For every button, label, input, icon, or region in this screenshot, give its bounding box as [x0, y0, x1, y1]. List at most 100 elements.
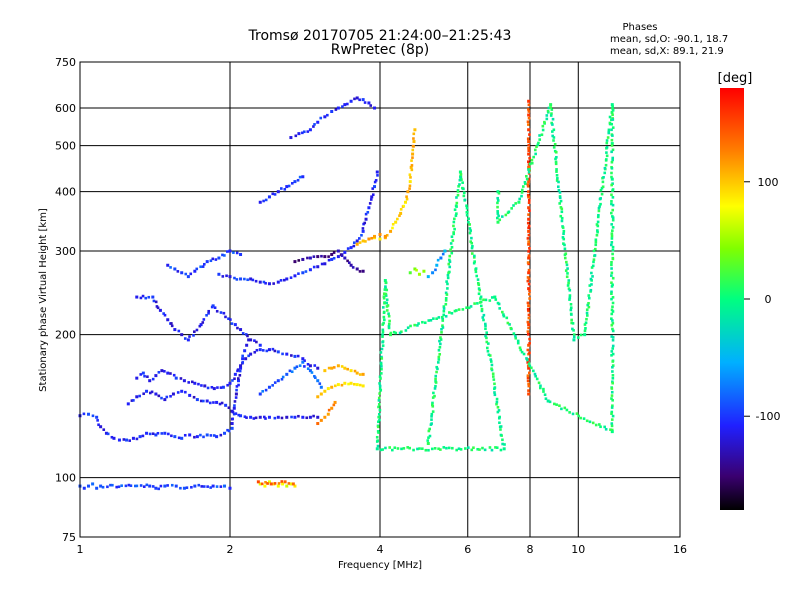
data-point: [313, 123, 316, 126]
data-point: [563, 256, 567, 260]
data-point: [312, 255, 316, 258]
data-point: [611, 229, 614, 232]
data-point: [435, 317, 438, 320]
data-point: [526, 137, 530, 141]
data-point: [555, 174, 559, 177]
data-point: [566, 267, 569, 270]
data-point: [461, 308, 465, 311]
data-point: [455, 212, 458, 215]
data-point: [610, 128, 613, 132]
data-point: [348, 261, 351, 264]
data-point: [528, 167, 531, 171]
data-point: [528, 247, 531, 250]
data-point: [608, 121, 612, 125]
data-point: [527, 352, 530, 356]
data-point: [376, 174, 379, 177]
data-point: [527, 384, 531, 388]
data-point: [610, 167, 614, 170]
data-point: [408, 271, 412, 275]
data-point: [312, 414, 315, 418]
data-point: [208, 401, 212, 405]
data-point: [343, 103, 347, 107]
data-point: [448, 260, 452, 263]
data-point: [596, 215, 600, 219]
data-point: [611, 296, 615, 299]
data-point: [383, 318, 386, 322]
data-point: [195, 398, 199, 402]
data-point: [110, 435, 114, 439]
data-point: [254, 279, 258, 283]
data-points: [78, 96, 615, 491]
data-point: [479, 297, 482, 300]
data-point: [148, 379, 152, 383]
data-point: [473, 254, 476, 258]
data-point: [527, 262, 530, 266]
data-point: [188, 335, 191, 338]
data-point: [566, 272, 569, 275]
data-point: [527, 217, 531, 221]
data-point: [553, 142, 557, 146]
data-point: [361, 229, 365, 233]
data-point: [99, 484, 103, 488]
data-point: [166, 318, 170, 322]
data-point: [391, 222, 395, 226]
data-point: [514, 202, 517, 205]
data-point: [308, 415, 312, 419]
data-point: [610, 335, 614, 338]
data-point: [487, 342, 490, 345]
data-point: [543, 120, 546, 124]
data-point: [316, 395, 320, 399]
data-point: [451, 239, 455, 242]
data-point: [527, 99, 531, 103]
data-point: [527, 326, 530, 330]
data-point: [484, 324, 487, 328]
trace: [126, 389, 320, 420]
data-point: [465, 306, 468, 310]
data-point: [583, 333, 587, 337]
data-point: [436, 258, 440, 262]
data-point: [611, 301, 615, 305]
trace: [293, 249, 365, 273]
data-point: [381, 340, 384, 344]
data-point: [378, 384, 382, 388]
data-point: [482, 298, 485, 302]
trace: [135, 294, 262, 347]
data-point: [434, 268, 437, 272]
data-point: [451, 446, 454, 450]
data-point: [166, 484, 169, 487]
data-point: [219, 311, 223, 314]
data-point: [297, 259, 301, 262]
data-point: [393, 446, 397, 450]
data-point: [558, 196, 562, 200]
data-point: [538, 138, 542, 141]
data-point: [527, 242, 531, 246]
x-axis-ticks: 1 2 4 6 8 10 16: [77, 543, 688, 556]
data-point: [601, 180, 605, 184]
data-point: [215, 435, 219, 439]
data-point: [527, 282, 531, 286]
data-point: [611, 310, 615, 313]
data-point: [193, 330, 196, 334]
data-point: [528, 337, 531, 341]
data-point: [301, 357, 305, 361]
data-point: [375, 435, 379, 439]
data-point: [491, 372, 495, 376]
data-point: [363, 101, 367, 104]
colorbar-tick-label: -100: [756, 410, 781, 423]
data-point: [527, 343, 531, 347]
data-point: [478, 301, 482, 304]
data-point: [584, 327, 587, 330]
data-point: [444, 297, 448, 300]
data-point: [156, 306, 160, 310]
data-point: [496, 196, 499, 200]
data-point: [572, 338, 576, 342]
y-tick-label: 200: [55, 329, 76, 342]
data-point: [448, 254, 452, 258]
data-point: [352, 244, 356, 248]
data-point: [611, 118, 615, 121]
data-point: [597, 206, 601, 210]
data-point: [486, 349, 490, 353]
data-point: [603, 171, 607, 175]
data-point: [382, 292, 386, 295]
data-point: [264, 388, 268, 392]
